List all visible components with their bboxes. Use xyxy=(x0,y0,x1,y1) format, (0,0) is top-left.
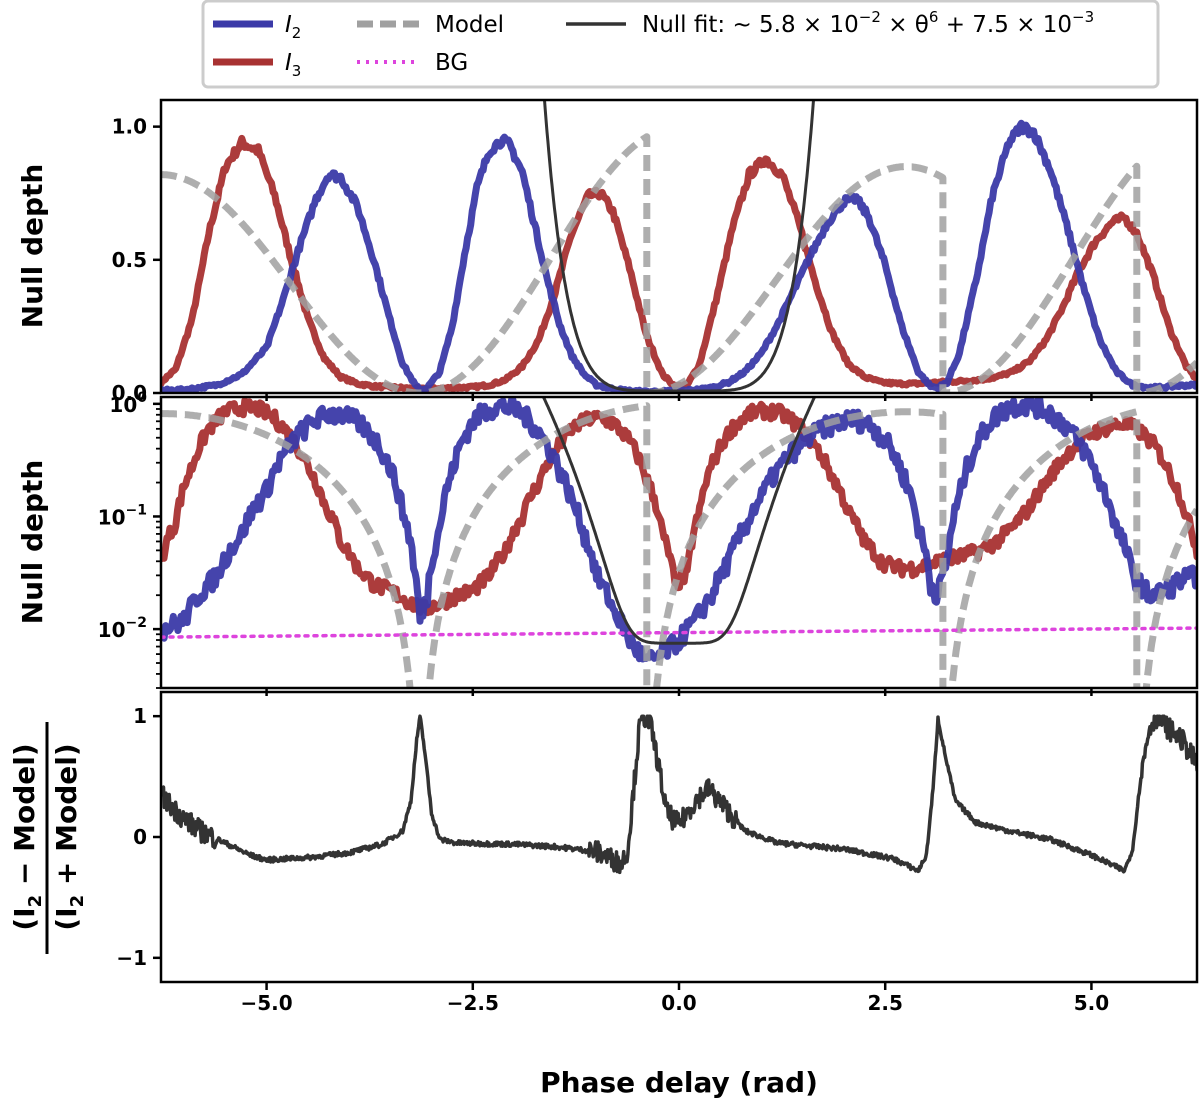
log-ytick-label: 100 xyxy=(109,390,147,417)
residual-ytick-label: 1 xyxy=(133,704,147,728)
linear-ytick-label: 0.5 xyxy=(112,248,147,272)
legend-label-null-fit: Null fit: ~ 5.8 × 10−2 × θ6 + 7.5 × 10−3 xyxy=(642,8,1094,38)
xtick-label: 2.5 xyxy=(867,991,902,1015)
linear-panel-plot xyxy=(161,100,1197,393)
legend-label-bg: BG xyxy=(435,50,468,76)
linear-series-model xyxy=(161,133,1197,393)
legend: I2 I3 Model BG Null fit: ~ 5.8 × 10−2 × … xyxy=(201,0,1160,89)
residual-ylabel-numerator: (I2 − Model) xyxy=(8,743,46,930)
legend-label-i3: I3 xyxy=(285,50,301,80)
xtick-label: 0.0 xyxy=(661,991,696,1015)
residual-panel-ylabel: (I2 − Model) (I2 + Model) xyxy=(8,722,88,954)
legend-entry-null-fit: Null fit: ~ 5.8 × 10−2 × θ6 + 7.5 × 10−3 xyxy=(566,8,1094,38)
linear-panel-ylabel: Null depth xyxy=(16,164,49,329)
legend-label-model: Model xyxy=(435,12,504,38)
legend-frame xyxy=(201,0,1160,89)
legend-label-i2: I2 xyxy=(285,12,301,42)
xtick-label: −2.5 xyxy=(447,991,499,1015)
residual-panel-plot xyxy=(161,714,1197,875)
legend-entry-model: Model xyxy=(357,12,504,38)
residual-ytick-label: 0 xyxy=(133,825,147,849)
linear-ytick-label: 0.0 xyxy=(112,381,147,405)
legend-entry-i2: I2 xyxy=(213,12,301,42)
log-series-i2 xyxy=(161,397,1197,663)
axis-ticks: −5.0 −2.5 0.0 2.5 5.0 0.0 0.5 1.0 −1 0 1 10−2 10−1 10… xyxy=(98,115,1109,1015)
legend-entry-bg: BG xyxy=(357,50,468,76)
xtick-label: 5.0 xyxy=(1074,991,1109,1015)
log-series-bg xyxy=(161,626,1197,639)
residual-ytick-label: −1 xyxy=(116,946,147,970)
linear-series-i2 xyxy=(161,119,1197,393)
residual-series-residual xyxy=(161,714,1197,875)
log-series-i3 xyxy=(161,397,1197,617)
linear-ytick-label: 1.0 xyxy=(112,115,147,139)
xtick-label: −5.0 xyxy=(240,991,292,1015)
linear-series-null-fit xyxy=(542,100,816,393)
log-ytick-label: 10−1 xyxy=(98,502,147,529)
linear-series-i3 xyxy=(161,134,1197,393)
log-panel-plot xyxy=(161,397,1197,688)
log-series-model xyxy=(161,402,1197,688)
legend-entry-i3: I3 xyxy=(213,50,301,80)
log-series-null-fit xyxy=(541,397,817,645)
x-axis-label: Phase delay (rad) xyxy=(540,1066,818,1099)
log-ytick-label: 10−2 xyxy=(98,615,147,642)
residual-ylabel-denominator: (I2 + Model) xyxy=(50,743,88,930)
log-panel-ylabel: Null depth xyxy=(16,460,49,625)
